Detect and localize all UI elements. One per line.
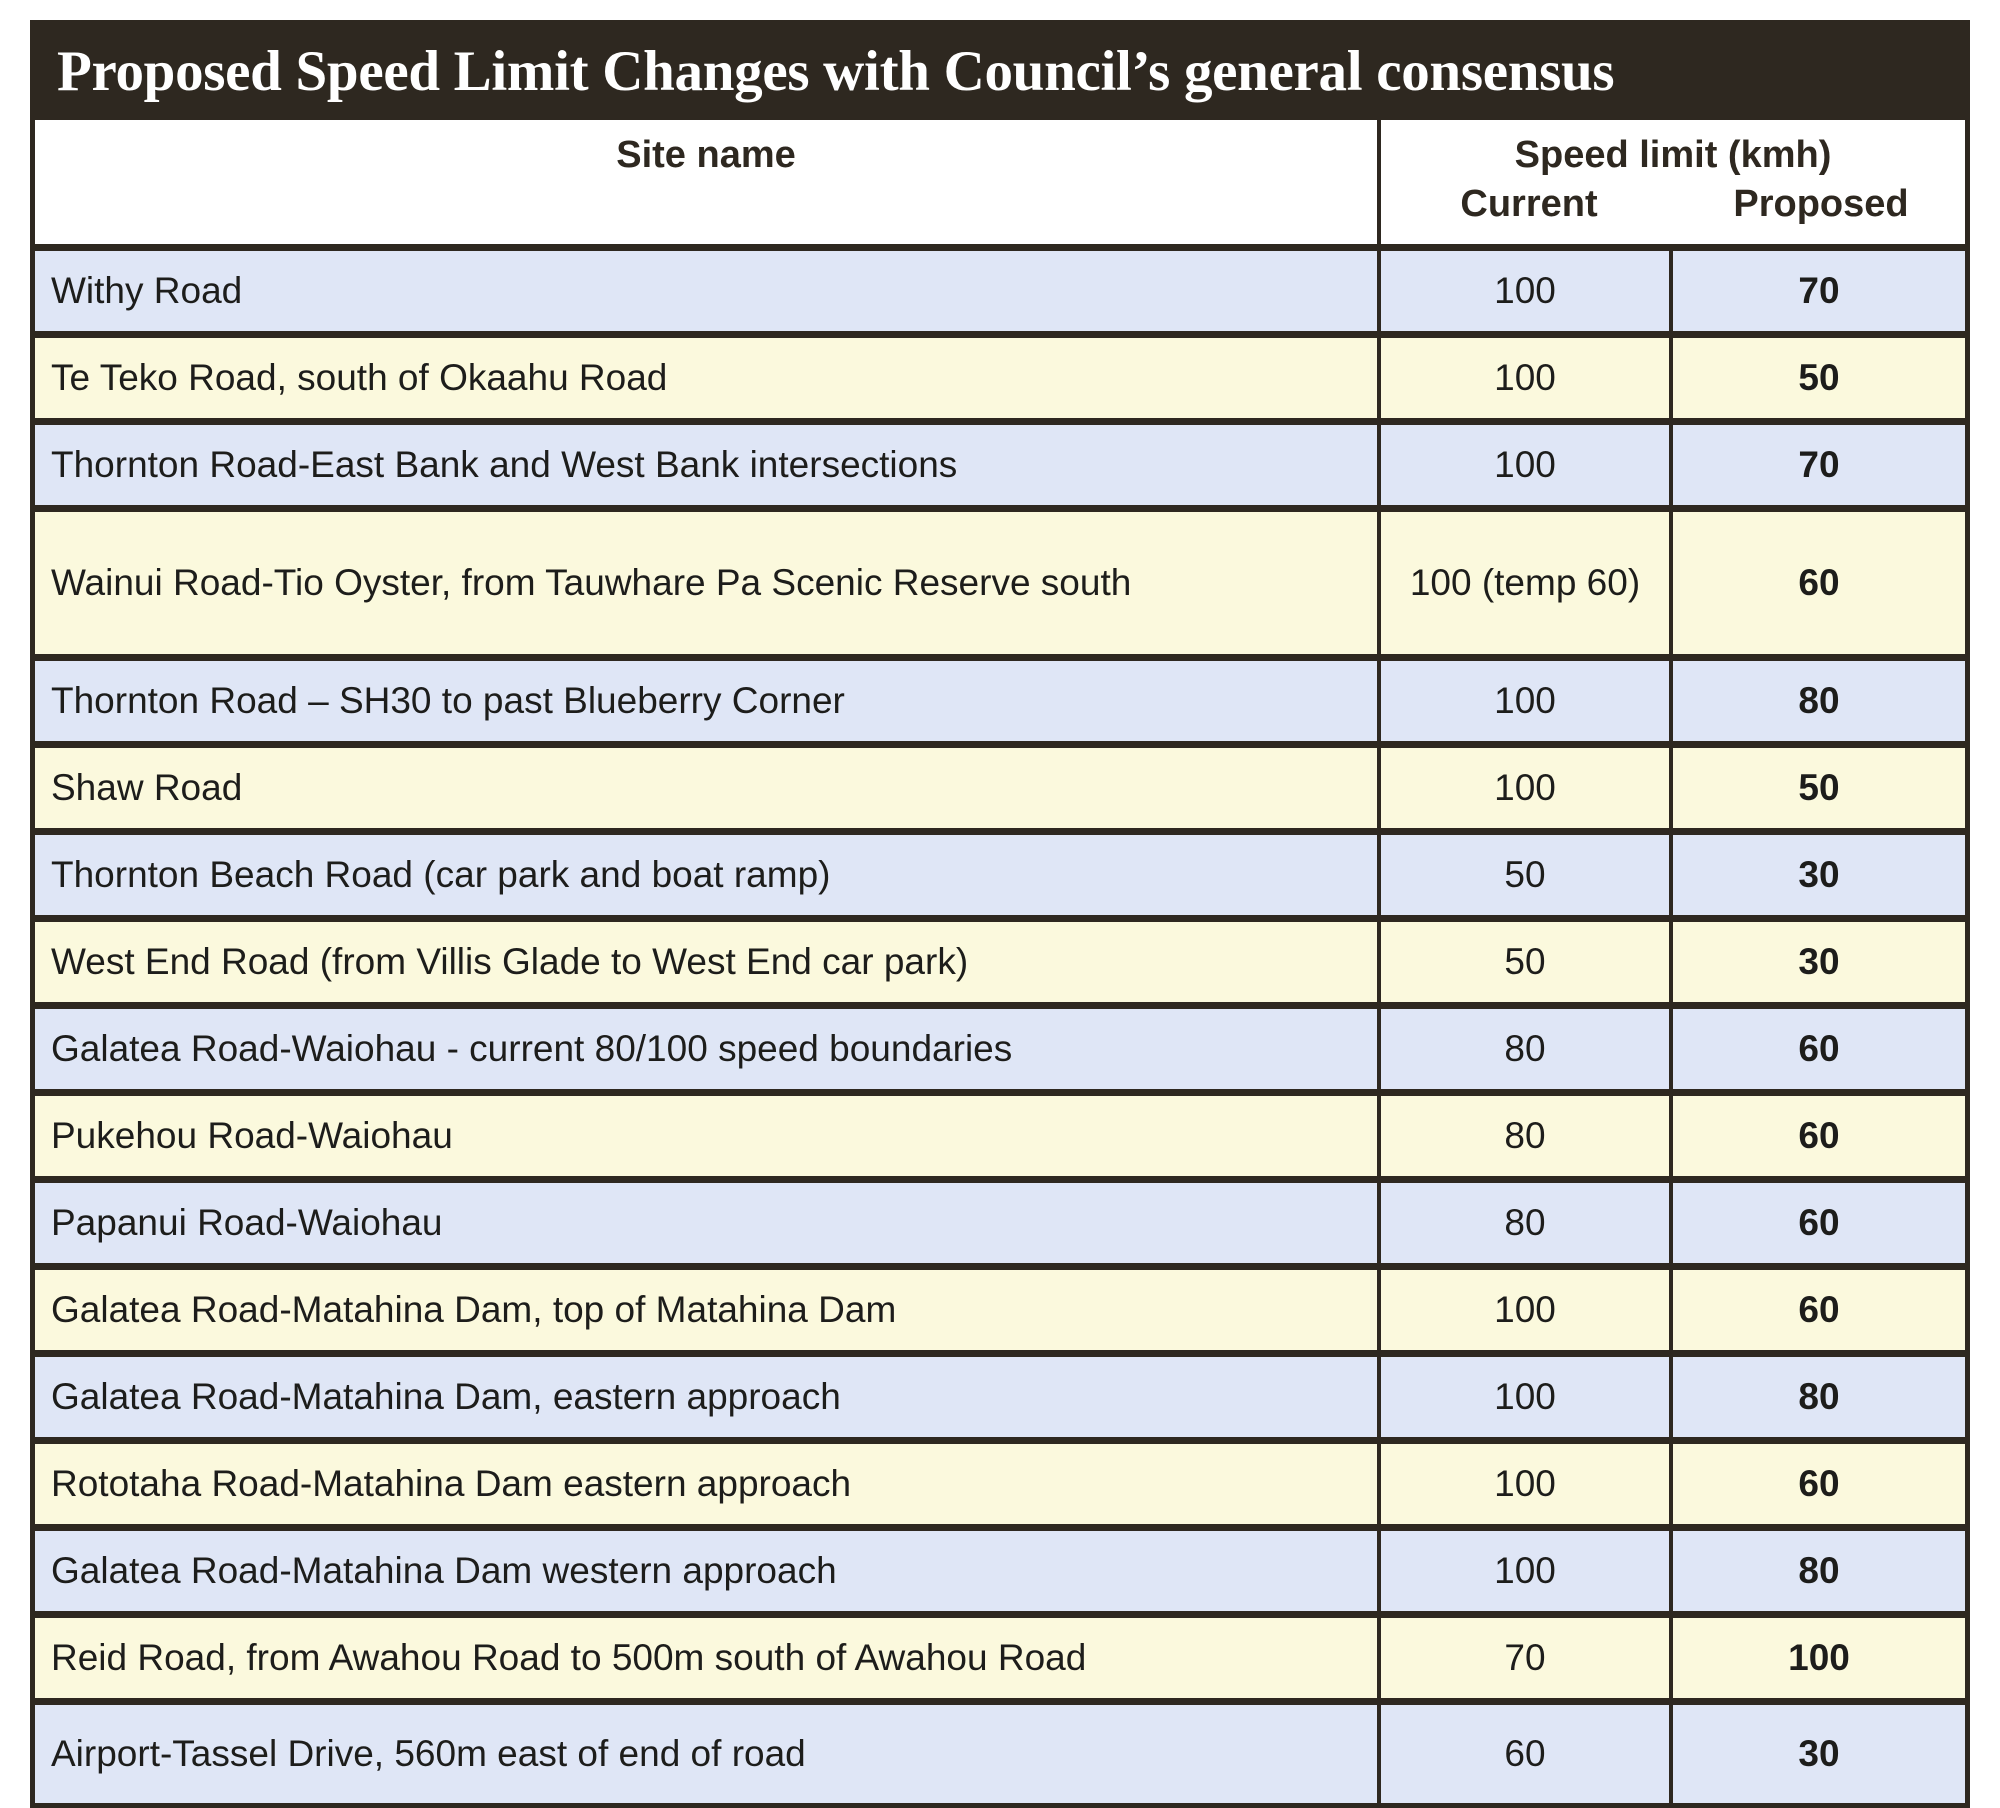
table-row: Shaw Road 100 50	[35, 748, 1965, 835]
cell-current-speed: 100	[1381, 661, 1673, 741]
cell-current-speed: 100	[1381, 251, 1673, 331]
cell-site-name: Rototaha Road-Matahina Dam eastern appro…	[35, 1444, 1381, 1524]
table-row: West End Road (from Villis Glade to West…	[35, 922, 1965, 1009]
cell-site-name: Thornton Beach Road (car park and boat r…	[35, 835, 1381, 915]
cell-proposed-speed: 60	[1798, 1202, 1840, 1243]
table-row: Rototaha Road-Matahina Dam eastern appro…	[35, 1444, 1965, 1531]
cell-proposed-speed: 70	[1798, 444, 1840, 485]
speed-limit-table: Proposed Speed Limit Changes with Counci…	[30, 20, 1970, 1808]
cell-proposed-speed: 60	[1798, 1028, 1840, 1069]
table-row: Thornton Road-East Bank and West Bank in…	[35, 425, 1965, 512]
cell-proposed-speed: 50	[1798, 357, 1840, 398]
cell-current-speed: 100	[1381, 1270, 1673, 1350]
cell-current-speed: 100 (temp 60)	[1381, 512, 1673, 654]
cell-current-speed: 80	[1381, 1096, 1673, 1176]
header-label-current: Current	[1460, 183, 1598, 225]
table-row: Wainui Road-Tio Oyster, from Tauwhare Pa…	[35, 512, 1965, 661]
table-row: Reid Road, from Awahou Road to 500m sout…	[35, 1618, 1965, 1705]
cell-site-name: Galatea Road-Matahina Dam, top of Matahi…	[35, 1270, 1381, 1350]
cell-current-speed: 100	[1381, 1531, 1673, 1611]
table-row: Pukehou Road-Waiohau 80 60	[35, 1096, 1965, 1183]
cell-current-speed: 100	[1381, 1444, 1673, 1524]
cell-site-name: Galatea Road-Matahina Dam, eastern appro…	[35, 1357, 1381, 1437]
cell-proposed-speed: 60	[1798, 1115, 1840, 1156]
cell-site-name: Thornton Road – SH30 to past Blueberry C…	[35, 661, 1381, 741]
table-row: Thornton Beach Road (car park and boat r…	[35, 835, 1965, 922]
header-label-proposed: Proposed	[1733, 183, 1909, 225]
cell-current-speed: 70	[1381, 1618, 1673, 1698]
cell-proposed-speed: 70	[1798, 270, 1840, 311]
table-body: Withy Road 100 70 Te Teko Road, south of Ok…	[35, 251, 1965, 1803]
cell-current-speed: 100	[1381, 1357, 1673, 1437]
cell-current-speed: 50	[1381, 835, 1673, 915]
cell-site-name: Airport-Tassel Drive, 560m east of end o…	[35, 1705, 1381, 1803]
cell-site-name: West End Road (from Villis Glade to West…	[35, 922, 1381, 1002]
cell-proposed-speed: 80	[1798, 1376, 1840, 1417]
cell-site-name: Galatea Road-Waiohau - current 80/100 sp…	[35, 1009, 1381, 1089]
cell-current-speed: 50	[1381, 922, 1673, 1002]
cell-proposed-speed: 80	[1798, 1550, 1840, 1591]
header-subcolumns: Current Proposed	[1381, 183, 1965, 226]
header-cell-site-name: Site name	[35, 120, 1381, 244]
cell-site-name: Te Teko Road, south of Okaahu Road	[35, 338, 1381, 418]
table-row: Galatea Road-Waiohau - current 80/100 sp…	[35, 1009, 1965, 1096]
cell-proposed-speed: 60	[1798, 1463, 1840, 1504]
cell-site-name: Thornton Road-East Bank and West Bank in…	[35, 425, 1381, 505]
cell-site-name: Withy Road	[35, 251, 1381, 331]
cell-current-speed: 80	[1381, 1009, 1673, 1089]
cell-site-name: Wainui Road-Tio Oyster, from Tauwhare Pa…	[35, 512, 1381, 654]
infographic-page: Proposed Speed Limit Changes with Counci…	[30, 20, 1970, 1808]
cell-proposed-speed: 80	[1798, 680, 1840, 721]
table-title: Proposed Speed Limit Changes with Counci…	[35, 25, 1965, 120]
table-row: Te Teko Road, south of Okaahu Road 100 50	[35, 338, 1965, 425]
header-label-speed-limit: Speed limit (kmh)	[1514, 134, 1832, 176]
header-label-site-name: Site name	[616, 134, 796, 176]
table-row: Thornton Road – SH30 to past Blueberry C…	[35, 661, 1965, 748]
cell-proposed-speed: 60	[1798, 562, 1840, 603]
table-row: Galatea Road-Matahina Dam western approa…	[35, 1531, 1965, 1618]
cell-site-name: Papanui Road-Waiohau	[35, 1183, 1381, 1263]
cell-proposed-speed: 30	[1798, 941, 1840, 982]
table-row: Airport-Tassel Drive, 560m east of end o…	[35, 1705, 1965, 1803]
table-row: Withy Road 100 70	[35, 251, 1965, 338]
cell-proposed-speed: 30	[1798, 854, 1840, 895]
cell-site-name: Shaw Road	[35, 748, 1381, 828]
cell-site-name: Galatea Road-Matahina Dam western approa…	[35, 1531, 1381, 1611]
cell-current-speed: 60	[1381, 1705, 1673, 1803]
cell-current-speed: 100	[1381, 338, 1673, 418]
cell-proposed-speed: 50	[1798, 767, 1840, 808]
cell-current-speed: 100	[1381, 425, 1673, 505]
table-row: Galatea Road-Matahina Dam, top of Matahi…	[35, 1270, 1965, 1357]
table-row: Galatea Road-Matahina Dam, eastern appro…	[35, 1357, 1965, 1444]
cell-site-name: Reid Road, from Awahou Road to 500m sout…	[35, 1618, 1381, 1698]
cell-current-speed: 100	[1381, 748, 1673, 828]
cell-proposed-speed: 30	[1798, 1733, 1840, 1774]
table-header: Site name Speed limit (kmh) Current Prop…	[35, 120, 1965, 251]
cell-current-speed: 80	[1381, 1183, 1673, 1263]
cell-site-name: Pukehou Road-Waiohau	[35, 1096, 1381, 1176]
cell-proposed-speed: 100	[1788, 1637, 1850, 1678]
table-row: Papanui Road-Waiohau 80 60	[35, 1183, 1965, 1270]
cell-proposed-speed: 60	[1798, 1289, 1840, 1330]
header-cell-speed-group: Speed limit (kmh) Current Proposed	[1381, 120, 1965, 244]
